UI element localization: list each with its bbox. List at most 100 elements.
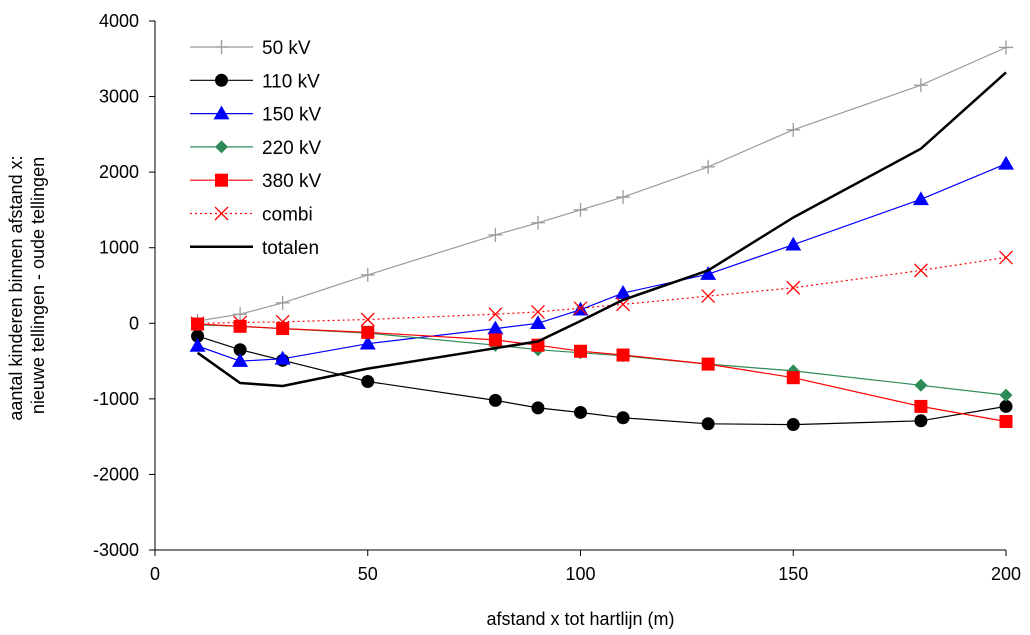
data-point-110-kv [999, 399, 1013, 413]
legend-marker-combi [214, 206, 229, 221]
legend-item-totalen: totalen [190, 238, 319, 259]
data-point-380-kv [616, 348, 630, 362]
data-point-combi [190, 316, 205, 331]
data-point-combi [701, 289, 716, 304]
data-point-110-kv [786, 418, 800, 432]
series-combi [190, 250, 1013, 331]
data-point-220-kv [914, 378, 928, 392]
y-axis-title: aantal kinderen binnen afstand x: nieuwe… [6, 150, 48, 420]
data-point-110-kv [361, 374, 375, 388]
data-point-150-kv [785, 236, 802, 251]
series-line-110-kv [197, 335, 1007, 426]
data-point-combi [573, 301, 588, 316]
data-point-combi [616, 297, 631, 312]
legend-label-150-kv: 150 kV [262, 105, 321, 126]
data-point-150-kv [487, 320, 504, 335]
data-point-50-kv [488, 227, 503, 242]
data-point-50-kv [616, 190, 631, 205]
legend-item-380-kv: 380 kV [190, 171, 321, 192]
legend-marker-220-kv [215, 140, 228, 154]
data-point-50-kv [786, 122, 801, 137]
y-tick-label: 1000 [99, 238, 139, 258]
y-tick-label: 2000 [99, 162, 139, 182]
data-point-150-kv [359, 335, 376, 350]
data-point-combi [786, 280, 801, 295]
data-point-50-kv [913, 78, 928, 93]
x-tick-label: 100 [565, 564, 595, 584]
data-point-380-kv [276, 322, 290, 336]
data-point-50-kv [360, 267, 375, 282]
series-line-220-kv [197, 324, 1007, 396]
series-line-combi [197, 256, 1007, 324]
legend-item-110-kv: 110 kV [190, 71, 320, 92]
data-point-50-kv [530, 215, 545, 230]
data-point-combi [530, 304, 545, 319]
legend-marker-380-kv [215, 173, 228, 187]
data-point-110-kv [616, 411, 630, 425]
data-point-150-kv [529, 315, 546, 330]
data-point-150-kv [274, 350, 291, 365]
data-point-combi [233, 315, 248, 330]
y-axis-title-line-2: nieuwe tellingen - oude tellingen [28, 157, 48, 414]
data-point-110-kv [574, 405, 587, 419]
data-point-combi [275, 314, 290, 329]
legend-item-combi: combi [190, 205, 313, 226]
legend-label-combi: combi [262, 205, 313, 226]
legend-label-totalen: totalen [262, 238, 319, 259]
series-line-50-kv [197, 46, 1007, 322]
x-tick-label: 150 [778, 564, 808, 584]
data-point-50-kv [275, 295, 290, 310]
x-tick-label: 200 [991, 564, 1021, 584]
y-tick-label: 0 [129, 313, 139, 333]
data-point-380-kv [786, 371, 800, 385]
data-point-150-kv [232, 353, 249, 367]
data-point-110-kv [488, 393, 502, 407]
data-point-combi [913, 263, 928, 278]
data-point-50-kv [701, 159, 716, 174]
data-point-150-kv [189, 337, 206, 352]
data-point-combi [488, 307, 503, 322]
data-point-380-kv [361, 325, 375, 339]
data-point-110-kv [233, 343, 247, 357]
data-point-150-kv [912, 191, 929, 206]
legend-label-110-kv: 110 kV [262, 71, 320, 92]
legend-marker-150-kv [213, 105, 230, 120]
data-point-380-kv [701, 357, 715, 371]
data-point-110-kv [701, 417, 715, 431]
data-point-150-kv [700, 266, 717, 280]
legend-item-150-kv: 150 kV [190, 105, 321, 126]
data-point-50-kv [573, 202, 588, 217]
series-totalen [196, 71, 1007, 388]
series-380-kv [191, 317, 1013, 429]
data-point-380-kv [488, 333, 502, 347]
series-line-380-kv [197, 323, 1007, 423]
series-line-totalen [196, 71, 1007, 388]
y-tick-label: 4000 [99, 11, 139, 31]
data-point-50-kv [233, 307, 248, 322]
data-point-150-kv [615, 285, 632, 299]
series-layer [189, 40, 1014, 432]
series-line-150-kv [197, 163, 1007, 362]
legend-label-380-kv: 380 kV [262, 171, 321, 192]
data-point-110-kv [914, 414, 928, 428]
y-tick-label: 3000 [99, 87, 139, 107]
legend-item-50-kv: 50 kV [190, 38, 311, 59]
legend-marker-50-kv [214, 40, 229, 54]
data-point-220-kv [999, 388, 1013, 402]
data-point-380-kv [914, 399, 928, 413]
series-220-kv [191, 318, 1013, 402]
x-tick-label: 50 [358, 564, 378, 584]
data-point-combi [999, 250, 1013, 265]
y-tick-label: -1000 [93, 389, 139, 409]
x-tick-label: 0 [150, 564, 160, 584]
data-point-110-kv [531, 401, 545, 415]
y-axis-title-line-1: aantal kinderen binnen afstand x: [6, 155, 26, 420]
y-tick-label: -2000 [93, 464, 139, 484]
legend-marker-110-kv [215, 73, 228, 87]
data-point-380-kv [574, 344, 587, 358]
legend-label-50-kv: 50 kV [262, 38, 311, 59]
data-point-combi [360, 312, 375, 327]
data-point-150-kv [998, 155, 1014, 170]
data-point-380-kv [999, 415, 1013, 429]
